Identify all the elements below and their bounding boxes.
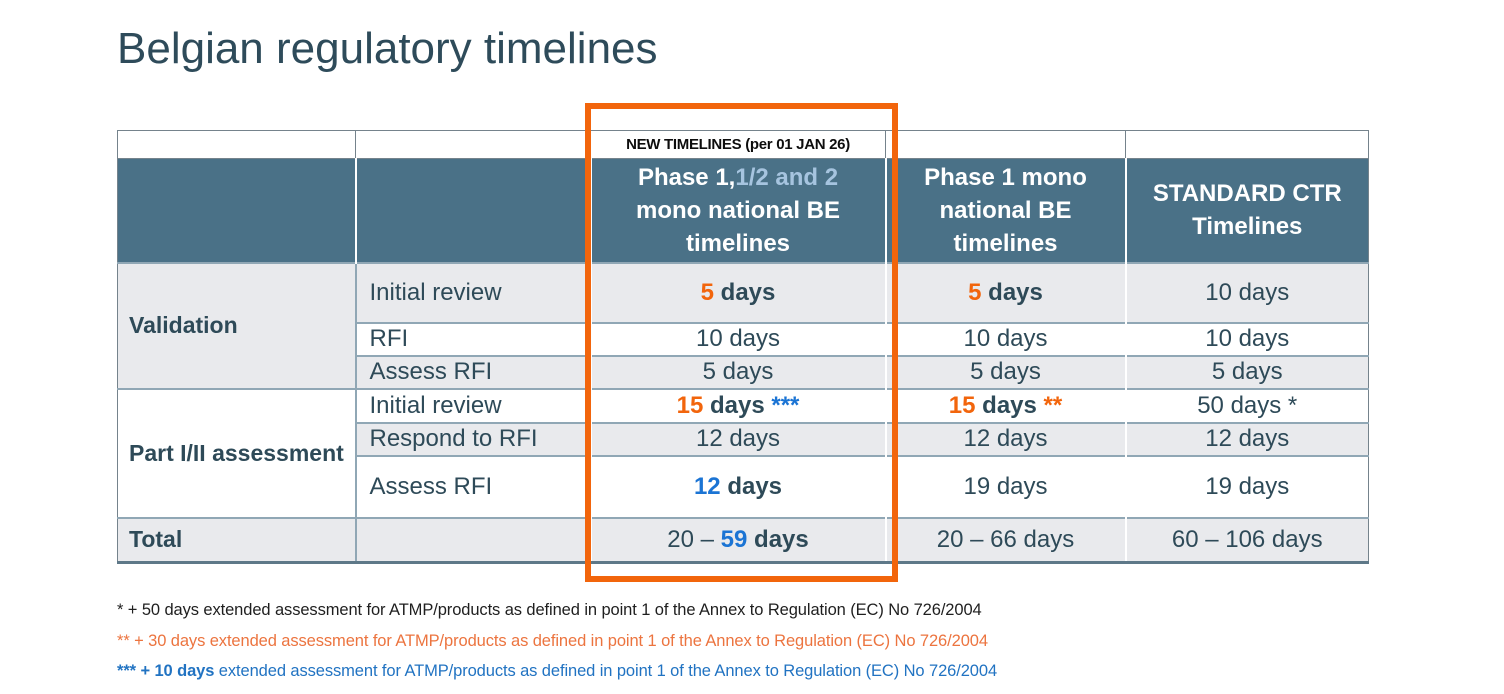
footnote-3: *** + 10 days extended assessment for AT… — [117, 662, 997, 681]
footnote-3-bold: *** + 10 days — [117, 662, 215, 680]
cell-validation-rfi-mono: 10 days — [884, 321, 1126, 356]
cell-validation-rfi-new112: 10 days — [589, 321, 886, 356]
value-number: 5 — [700, 278, 714, 306]
row-label-assess-rfi: Assess RFI — [354, 454, 591, 518]
cell-total-mono: 20 – 66 days — [884, 516, 1126, 564]
cell-validation-assess-ctr: 5 days — [1124, 354, 1369, 389]
row-label-assess-rfi: Assess RFI — [354, 354, 591, 389]
table-row-part-respond-rfi: Respond to RFI 12 days 12 days 12 days — [118, 421, 1369, 456]
cell-validation-assess-new112: 5 days — [589, 354, 886, 389]
cell-part-initial-new112: 15 days *** — [589, 387, 886, 423]
cell-part-respond-ctr: 12 days — [1124, 421, 1369, 456]
header-text-part: Phase 1, — [637, 163, 736, 191]
value-unit: days — [981, 278, 1043, 306]
cell-validation-initial-mono: 5 days — [884, 261, 1126, 323]
cell-part-respond-new112: 12 days — [589, 421, 886, 456]
footnote-marker-orange: ** — [1043, 391, 1063, 419]
table-row-validation-assess-rfi: Assess RFI 5 days 5 days 5 days — [118, 354, 1369, 389]
cell-part-assess-ctr: 19 days — [1124, 454, 1369, 518]
cell-validation-initial-ctr: 10 days — [1124, 261, 1369, 323]
group-label-total: Total — [117, 516, 357, 564]
banner-cell-empty — [885, 130, 1126, 159]
table-row-part-initial-review: Part I/II assessment Initial review 15 d… — [117, 387, 1369, 518]
header-phase-1-12-2: Phase 1,1/2 and 2 mono national BE timeli… — [589, 158, 886, 263]
value-number: 5 — [968, 278, 982, 306]
value-number: 12 — [693, 472, 721, 500]
cell-validation-assess-mono: 5 days — [884, 354, 1126, 389]
group-label-part-i-ii: Part I/II assessment — [117, 387, 357, 518]
table-row-validation-initial-review: Validation Initial review 5 days 5 days … — [117, 261, 1369, 389]
cell-part-assess-new112: 12 days — [589, 454, 886, 518]
footnote-3-rest: extended assessment for ATMP/products as… — [214, 662, 998, 680]
header-cell-empty — [354, 158, 591, 263]
header-row: Phase 1,1/2 and 2 mono national BE timeli… — [117, 158, 1369, 263]
header-phase-1-mono: Phase 1 mono national BE timelines — [884, 158, 1126, 263]
header-cell-empty — [117, 158, 356, 263]
value-unit: days — [747, 525, 809, 553]
header-text-light-part: 1/2 and 2 — [735, 163, 839, 191]
banner-cell-empty — [355, 130, 591, 159]
row-label-initial-review: Initial review — [354, 261, 591, 323]
cell-validation-rfi-ctr: 10 days — [1124, 321, 1369, 356]
cell-total-new112: 20 – 59 days — [589, 516, 886, 564]
cell-total-empty — [354, 516, 591, 564]
value-unit: days — [720, 472, 783, 500]
header-standard-ctr: STANDARD CTR Timelines — [1124, 158, 1369, 263]
value-number: 15 — [676, 391, 704, 419]
footnote-marker-blue: *** — [771, 391, 800, 419]
cell-validation-initial-new112: 5 days — [589, 261, 886, 323]
footnote-1: * + 50 days extended assessment for ATMP… — [117, 601, 982, 619]
banner-row: NEW TIMELINES (per 01 JAN 26) — [117, 130, 1369, 159]
value-range-prefix: 20 – — [667, 525, 721, 553]
cell-part-initial-ctr: 50 days * — [1124, 387, 1369, 423]
banner-cell-empty — [117, 130, 356, 159]
value-number: 59 — [720, 525, 748, 553]
timelines-table: NEW TIMELINES (per 01 JAN 26) Phase 1,1/… — [117, 130, 1369, 564]
cell-part-assess-mono: 19 days — [884, 454, 1126, 518]
header-text-part: mono national BE timelines — [636, 196, 840, 257]
row-label-initial-review: Initial review — [354, 387, 591, 423]
value-number: 15 — [948, 391, 976, 419]
table-row-validation-rfi: RFI 10 days 10 days 10 days — [118, 321, 1369, 356]
table-row-total: Total 20 – 59 days 20 – 66 days 60 – 106… — [117, 516, 1369, 564]
value-unit: days — [975, 391, 1044, 419]
cell-part-initial-mono: 15 days ** — [884, 387, 1126, 423]
cell-part-respond-mono: 12 days — [884, 421, 1126, 456]
row-label-rfi: RFI — [354, 321, 591, 356]
footnote-2: ** + 30 days extended assessment for ATM… — [117, 631, 988, 650]
value-unit: days — [713, 278, 776, 306]
page-title: Belgian regulatory timelines — [117, 24, 658, 73]
footnotes: * + 50 days extended assessment for ATMP… — [117, 601, 997, 693]
new-timelines-banner: NEW TIMELINES (per 01 JAN 26) — [590, 130, 886, 159]
value-unit: days — [703, 391, 772, 419]
row-label-respond-to-rfi: Respond to RFI — [354, 421, 591, 456]
banner-cell-empty — [1125, 130, 1369, 159]
cell-total-ctr: 60 – 106 days — [1124, 516, 1369, 564]
table-row-part-assess-rfi: Assess RFI 12 days 19 days 19 days — [118, 454, 1369, 518]
group-label-validation: Validation — [117, 261, 357, 389]
